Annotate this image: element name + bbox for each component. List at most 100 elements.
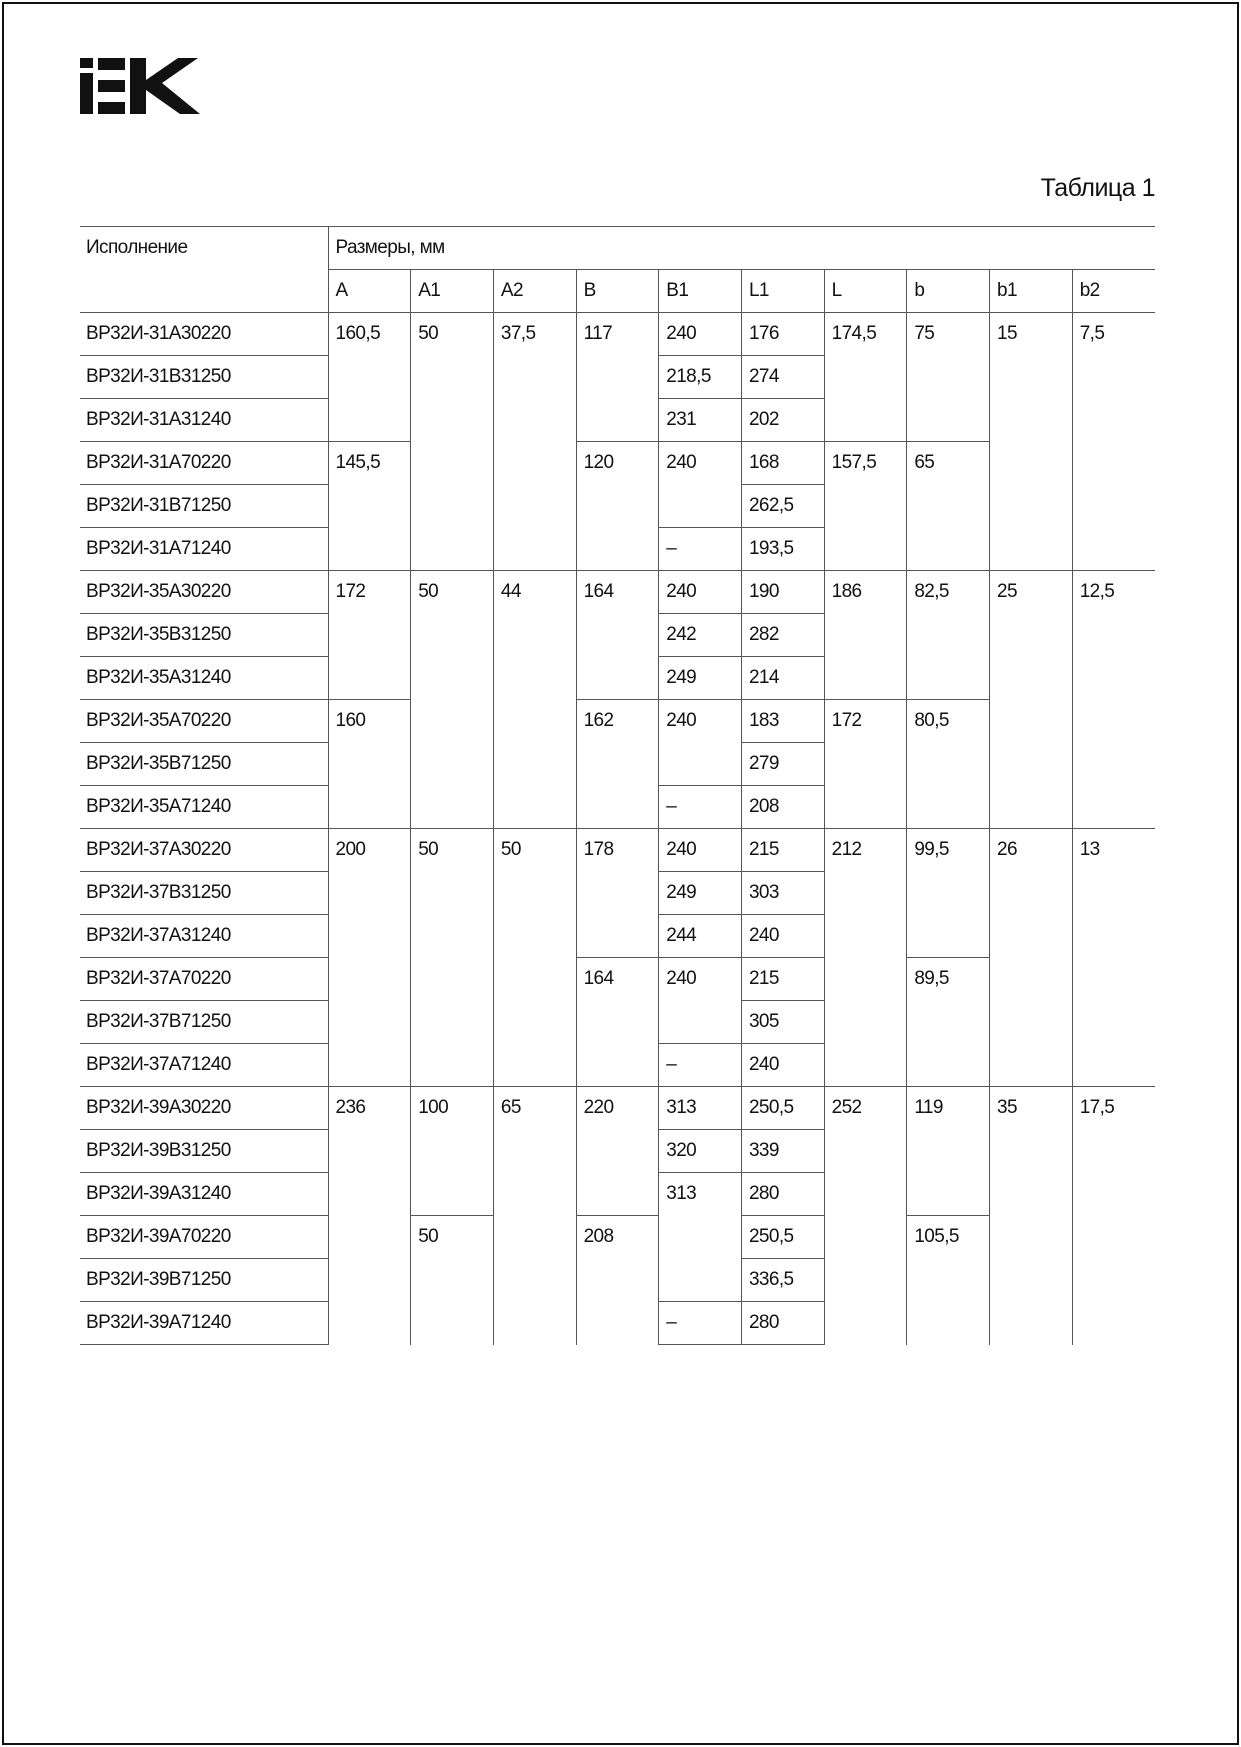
value-cell-b1: 242 — [658, 613, 742, 657]
header-dimensions: Размеры, мм — [327, 226, 1155, 270]
table-row: ВР32И-37А30220 200 50 50 178 240 215 212 99,5 26 1… — [80, 828, 1155, 1087]
variant-cell: ВР32И-37А31240 — [80, 914, 328, 958]
value-cell-b: 120 — [575, 441, 659, 571]
value-cell-a: 200 — [327, 828, 411, 1087]
variant-cell: ВР32И-39В71250 — [80, 1258, 328, 1302]
value-cell-b: 80,5 — [906, 699, 990, 829]
variant-cell: ВР32И-31В31250 — [80, 355, 328, 399]
table-row: ВР32И-37В31250 249 303 — [80, 871, 1155, 915]
value-cell-l1: 214 — [740, 656, 825, 700]
header-variant: Исполнение — [80, 226, 328, 313]
header-col-l: L — [823, 269, 907, 313]
variant-cell: ВР32И-37А70220 — [80, 957, 328, 1001]
value-cell-a1: 50 — [410, 312, 494, 571]
value-cell-l: 172 — [823, 699, 907, 829]
table-row: ВР32И-37В71250 305 — [80, 1000, 1155, 1044]
header-col-b: b — [906, 269, 990, 313]
value-cell-l1: 279 — [740, 742, 825, 786]
value-cell-b1: 26 — [989, 828, 1073, 1087]
value-cell-b1: 35 — [989, 1086, 1073, 1345]
variant-cell: ВР32И-39А71240 — [80, 1301, 328, 1345]
variant-cell: ВР32И-39А31240 — [80, 1172, 328, 1216]
table-row: ВР32И-31А31240 231 202 — [80, 398, 1155, 442]
value-cell-b: 162 — [575, 699, 659, 829]
value-cell-a1: 50 — [410, 570, 494, 829]
variant-cell: ВР32И-35А70220 — [80, 699, 328, 743]
value-cell-l1: 215 — [740, 828, 825, 872]
value-cell-a1: 50 — [410, 1215, 494, 1345]
value-cell-b1: – — [658, 527, 742, 571]
value-cell-b: 82,5 — [906, 570, 990, 700]
header-col-l1: L1 — [740, 269, 825, 313]
value-cell-b: 89,5 — [906, 957, 990, 1087]
value-cell-b: 99,5 — [906, 828, 990, 958]
value-cell-b: 65 — [906, 441, 990, 571]
header-col-a: A — [327, 269, 411, 313]
value-cell-l1: 240 — [740, 914, 825, 958]
table-row: ВР32И-35А31240 249 214 — [80, 656, 1155, 700]
value-cell-a: 236 — [327, 1086, 411, 1345]
value-cell-b1: 244 — [658, 914, 742, 958]
header-col-a1: A1 — [410, 269, 494, 313]
table-row: ВР32И-31А71240 –193,5 — [80, 527, 1155, 571]
table-row: ВР32И-37А70220 164 240 215 89,5 — [80, 957, 1155, 1087]
value-cell-b1: 240 — [658, 957, 742, 1044]
value-cell-a: 160,5 — [327, 312, 411, 442]
table-row: ВР32И-39А31240 313 280 — [80, 1172, 1155, 1302]
value-cell-l1: 280 — [740, 1172, 825, 1216]
variant-cell: ВР32И-35А30220 — [80, 570, 328, 614]
value-cell-a: 172 — [327, 570, 411, 700]
value-cell-b2: 12,5 — [1071, 570, 1155, 829]
header-col-b1: B1 — [658, 269, 742, 313]
value-cell-l1: 190 — [740, 570, 825, 614]
value-cell-l1: 339 — [740, 1129, 825, 1173]
header-row-1: Исполнение Размеры, мм — [80, 226, 1155, 313]
value-cell-l1: 168 — [740, 441, 825, 485]
value-cell-b1: – — [658, 1043, 742, 1087]
value-cell-l1: 215 — [740, 957, 825, 1001]
variant-cell: ВР32И-31А70220 — [80, 441, 328, 485]
value-cell-l1: 336,5 — [740, 1258, 825, 1302]
value-cell-a: 160 — [327, 699, 411, 829]
value-cell-b: 105,5 — [906, 1215, 990, 1345]
variant-cell: ВР32И-35В71250 — [80, 742, 328, 786]
value-cell-b1: 240 — [658, 441, 742, 528]
variant-cell: ВР32И-31А71240 — [80, 527, 328, 571]
value-cell-b2: 7,5 — [1071, 312, 1155, 571]
table-row: ВР32И-31А70220 145,5 120 240 168 157,5 65 — [80, 441, 1155, 571]
table-row: ВР32И-31В31250 218,5 274 — [80, 355, 1155, 399]
variant-cell: ВР32И-37В31250 — [80, 871, 328, 915]
value-cell-b: 164 — [575, 570, 659, 700]
table-row: ВР32И-31А30220 160,5 50 37,5 117 240 176 174,5 7… — [80, 312, 1155, 571]
value-cell-l1: 202 — [740, 398, 825, 442]
value-cell-b: 164 — [575, 957, 659, 1087]
value-cell-b: 75 — [906, 312, 990, 442]
value-cell-l1: 280 — [740, 1301, 825, 1345]
table-row: ВР32И-35А70220 160 162 240 183 172 80,5 — [80, 699, 1155, 829]
value-cell-b1: 15 — [989, 312, 1073, 571]
header-col-b: B — [575, 269, 659, 313]
value-cell-b1: 240 — [658, 570, 742, 614]
variant-cell: ВР32И-31В71250 — [80, 484, 328, 528]
table-row: ВР32И-39А71240 –280 — [80, 1301, 1155, 1345]
value-cell-b2: 17,5 — [1071, 1086, 1155, 1345]
value-cell-b1: 25 — [989, 570, 1073, 829]
value-cell-b1: – — [658, 1301, 742, 1345]
value-cell-a: 145,5 — [327, 441, 411, 571]
table-row: ВР32И-35А71240 –208 — [80, 785, 1155, 829]
value-cell-b1: – — [658, 785, 742, 829]
value-cell-l1: 305 — [740, 1000, 825, 1044]
variant-cell: ВР32И-37А71240 — [80, 1043, 328, 1087]
table-row: ВР32И-39А70220 50 208 250,5 105,5 — [80, 1215, 1155, 1345]
variant-cell: ВР32И-35А31240 — [80, 656, 328, 700]
table-row: ВР32И-37А71240 –240 — [80, 1043, 1155, 1087]
value-cell-l: 186 — [823, 570, 907, 700]
variant-cell: ВР32И-31А31240 — [80, 398, 328, 442]
value-cell-l: 157,5 — [823, 441, 907, 571]
table-row: ВР32И-31В71250 262,5 — [80, 484, 1155, 528]
value-cell-b1: 240 — [658, 699, 742, 786]
value-cell-b1: 240 — [658, 828, 742, 872]
value-cell-l1: 250,5 — [740, 1086, 825, 1130]
value-cell-b1: 231 — [658, 398, 742, 442]
